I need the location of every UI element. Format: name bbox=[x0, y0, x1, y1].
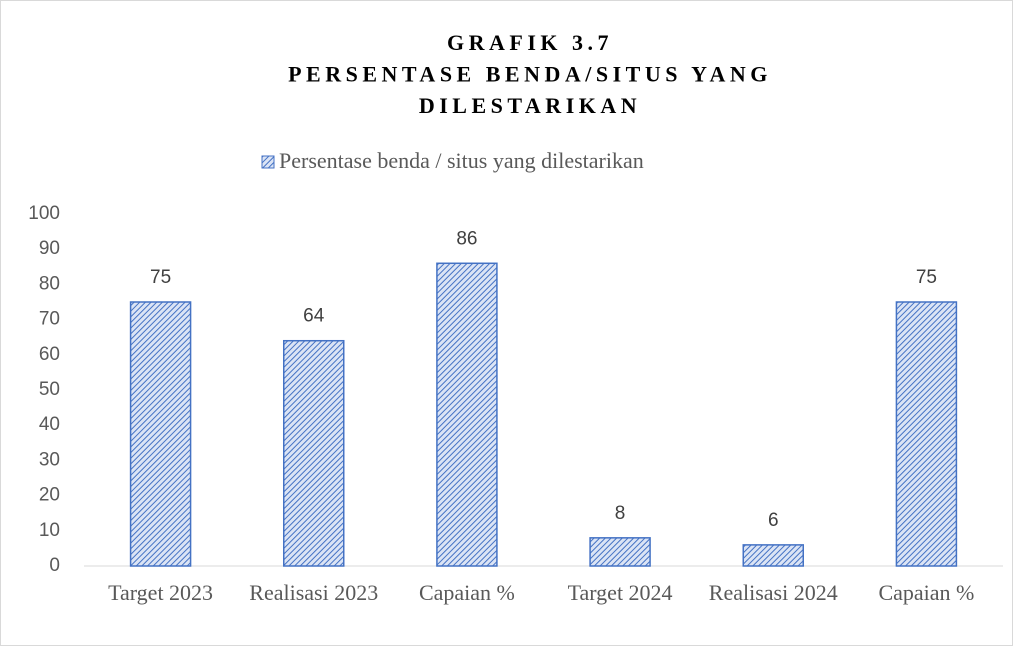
bar bbox=[589, 537, 651, 567]
legend-swatch bbox=[261, 155, 275, 169]
chart-title: PERSENTASE BENDA/SITUS YANG bbox=[288, 62, 772, 87]
legend-label: Persentase benda / situs yang dilestarik… bbox=[279, 148, 644, 173]
bar bbox=[895, 301, 958, 567]
bar bbox=[742, 544, 804, 567]
x-tick-label: Realisasi 2024 bbox=[709, 580, 838, 605]
x-tick-label: Capaian % bbox=[419, 580, 515, 605]
x-tick-label: Capaian % bbox=[878, 580, 974, 605]
data-label: 64 bbox=[303, 306, 325, 327]
bar bbox=[283, 339, 345, 567]
y-tick-label: 20 bbox=[39, 485, 60, 506]
y-tick-label: 50 bbox=[39, 379, 60, 400]
y-tick-label: 80 bbox=[39, 273, 60, 294]
data-label: 6 bbox=[768, 510, 779, 531]
chart-title: DILESTARIKAN bbox=[419, 93, 641, 118]
data-label: 75 bbox=[916, 267, 937, 288]
data-label: 75 bbox=[150, 267, 171, 288]
chart-title: GRAFIK 3.7 bbox=[447, 30, 613, 55]
y-tick-label: 30 bbox=[39, 449, 60, 470]
y-tick-label: 90 bbox=[39, 238, 60, 259]
bar bbox=[436, 262, 498, 567]
data-label: 8 bbox=[615, 503, 626, 524]
y-tick-label: 70 bbox=[39, 309, 60, 330]
y-tick-label: 60 bbox=[39, 344, 60, 365]
y-tick-label: 40 bbox=[39, 414, 60, 435]
data-label: 86 bbox=[456, 228, 477, 249]
x-tick-label: Realisasi 2023 bbox=[249, 580, 378, 605]
y-tick-label: 100 bbox=[28, 203, 60, 224]
bar bbox=[129, 301, 192, 567]
y-tick-label: 10 bbox=[39, 520, 60, 541]
x-tick-label: Target 2023 bbox=[108, 580, 213, 605]
y-tick-label: 0 bbox=[49, 555, 60, 576]
x-tick-label: Target 2024 bbox=[568, 580, 673, 605]
